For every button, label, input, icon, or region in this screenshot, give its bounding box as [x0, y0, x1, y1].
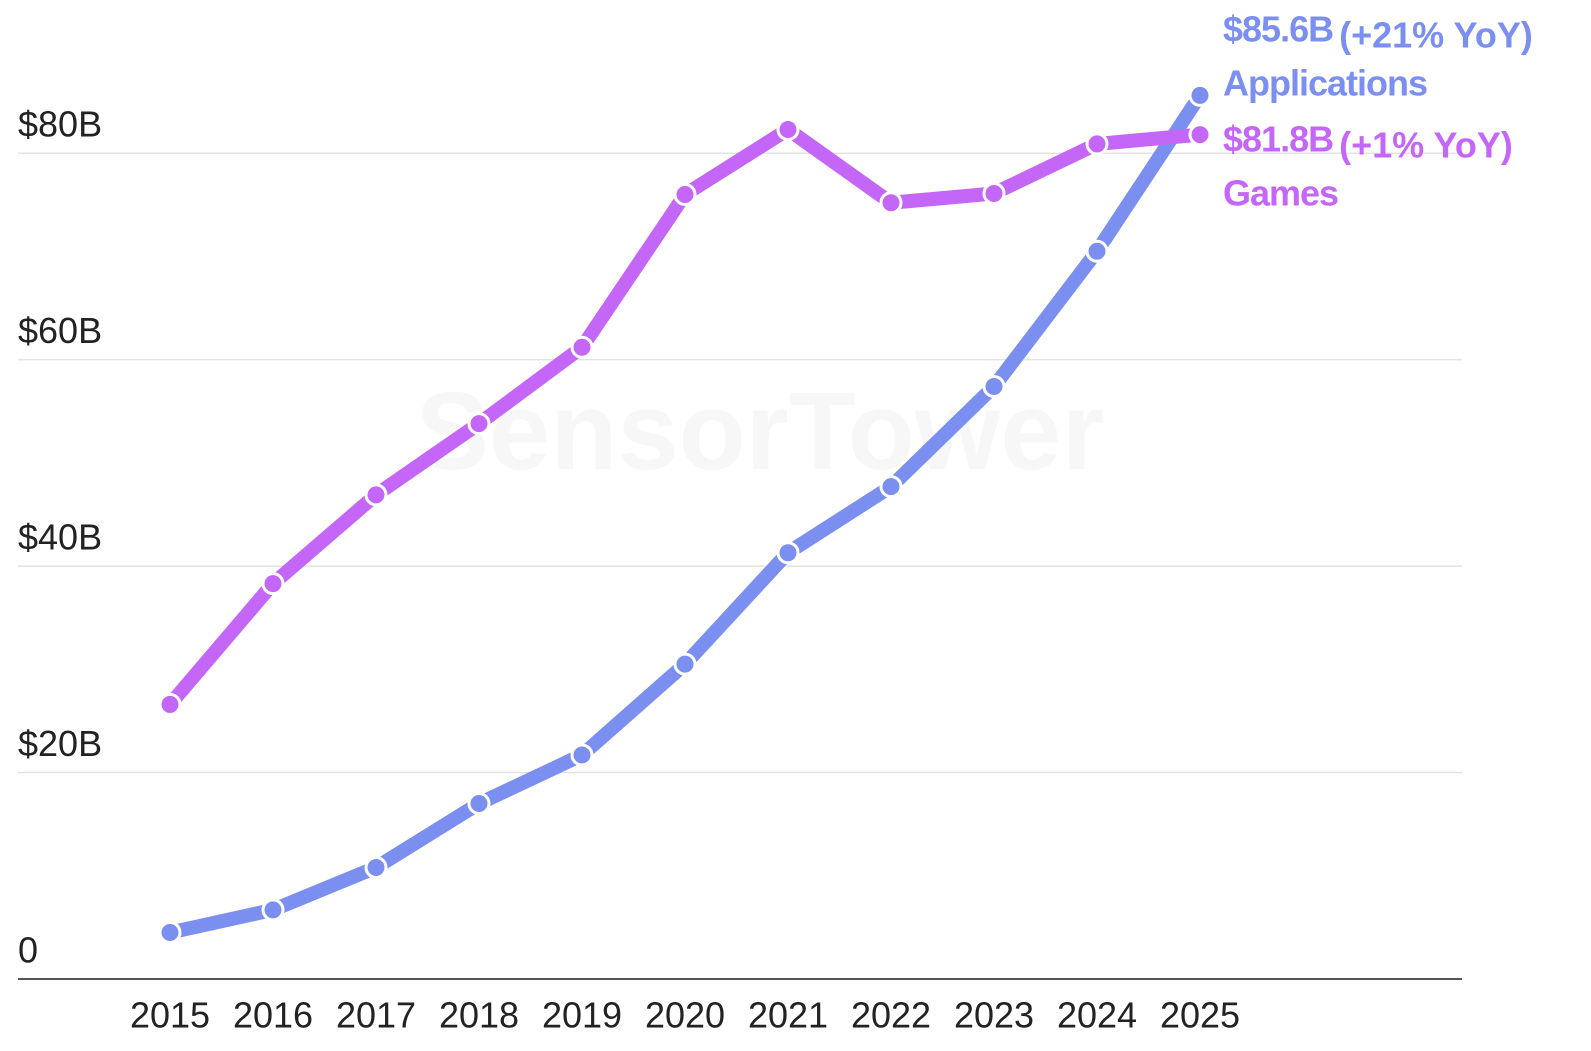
point: [879, 475, 903, 499]
series-label: Games: [1223, 173, 1338, 214]
point: [1085, 132, 1109, 156]
y-tick-label: $60B: [18, 310, 102, 351]
point: [364, 856, 388, 880]
point: [1188, 83, 1212, 107]
x-tick-label: 2017: [336, 995, 416, 1036]
x-tick-label: 2025: [1160, 995, 1240, 1036]
point: [776, 117, 800, 141]
point: [1085, 239, 1109, 263]
point: [570, 335, 594, 359]
series-label: Applications: [1223, 63, 1427, 104]
y-tick-label: 0: [18, 930, 38, 971]
x-tick-label: 2018: [439, 995, 519, 1036]
point: [364, 483, 388, 507]
value-label: $81.8B: [1223, 119, 1333, 160]
x-tick-label: 2024: [1057, 995, 1137, 1036]
point: [982, 375, 1006, 399]
point: [982, 181, 1006, 205]
value-label: $85.6B: [1223, 9, 1333, 50]
line: [168, 91, 1206, 940]
x-tick-label: 2022: [851, 995, 931, 1036]
point: [776, 541, 800, 565]
yoy-annotation: (+1% YoY): [1339, 125, 1513, 166]
x-tick-label: 2019: [542, 995, 622, 1036]
point: [570, 743, 594, 767]
point: [673, 183, 697, 207]
y-tick-label: $40B: [18, 517, 102, 558]
point: [467, 412, 491, 436]
x-tick-label: 2021: [748, 995, 828, 1036]
y-tick-label: $20B: [18, 723, 102, 764]
x-tick-label: 2016: [233, 995, 313, 1036]
point: [261, 898, 285, 922]
point: [158, 921, 182, 945]
point: [673, 652, 697, 676]
y-tick-label: $80B: [18, 104, 102, 145]
x-tick-label: 2020: [645, 995, 725, 1036]
point: [158, 692, 182, 716]
yoy-annotation: (+21% YoY): [1339, 15, 1533, 56]
point: [467, 792, 491, 816]
point: [261, 572, 285, 596]
point: [1188, 123, 1212, 147]
point: [879, 191, 903, 215]
x-tick-label: 2015: [130, 995, 210, 1036]
x-tick-label: 2023: [954, 995, 1034, 1036]
